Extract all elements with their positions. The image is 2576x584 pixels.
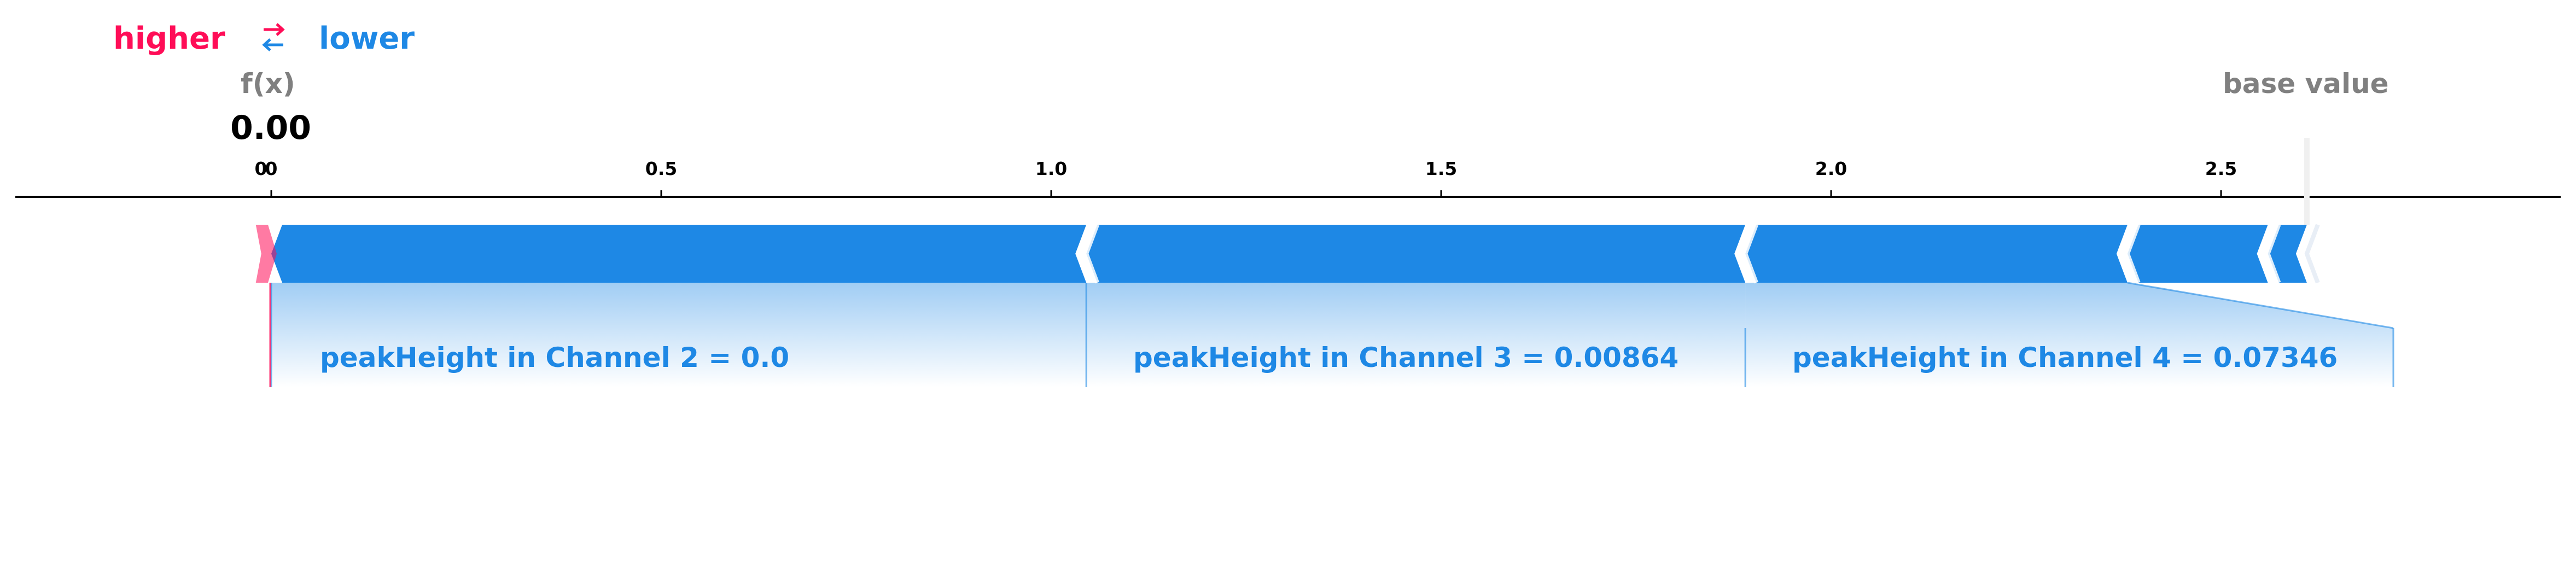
base-value-label: base value — [2223, 68, 2389, 100]
bar-end-cap — [2304, 224, 2320, 284]
x-tick-label: 0 — [265, 158, 278, 179]
segment-separator — [2125, 224, 2141, 284]
legend-higher-label: higher — [113, 21, 225, 56]
x-tick-label: 1.5 — [1425, 158, 1457, 179]
segment-separator — [1742, 224, 1758, 284]
lower-force-bar — [1086, 225, 1746, 283]
feature-label-connector — [2127, 282, 2394, 329]
x-tick-label: 1.0 — [1035, 158, 1067, 179]
feature-label-channel-4: peakHeight in Channel 4 = 0.07346 — [1792, 342, 2338, 373]
lower-force-bar — [2268, 225, 2307, 283]
higher-force-bar — [255, 225, 277, 283]
lower-force-bar — [1745, 225, 2128, 283]
x-tick-label: 2.0 — [1815, 158, 1847, 179]
lower-force-bar — [271, 225, 1087, 283]
lower-force-bar — [2127, 225, 2268, 283]
x-tick-label: 0.5 — [645, 158, 677, 179]
swap-arrows-icon — [262, 23, 285, 51]
feature-label-channel-3: peakHeight in Channel 3 = 0.00864 — [1133, 342, 1679, 373]
segment-separator — [1083, 224, 1099, 284]
output-tick-label: 0 — [255, 158, 267, 179]
feature-label-region — [1745, 283, 2393, 387]
segment-separator — [2265, 224, 2281, 284]
feature-label-region — [271, 283, 1087, 387]
feature-label-channel-2: peakHeight in Channel 2 = 0.0 — [320, 342, 790, 373]
feature-label-region — [1086, 283, 1746, 387]
output-label: f(x) — [241, 68, 295, 100]
legend-lower-label: lower — [319, 21, 415, 56]
output-value: 0.00 — [230, 109, 312, 147]
x-tick-label: 2.5 — [2205, 158, 2237, 179]
